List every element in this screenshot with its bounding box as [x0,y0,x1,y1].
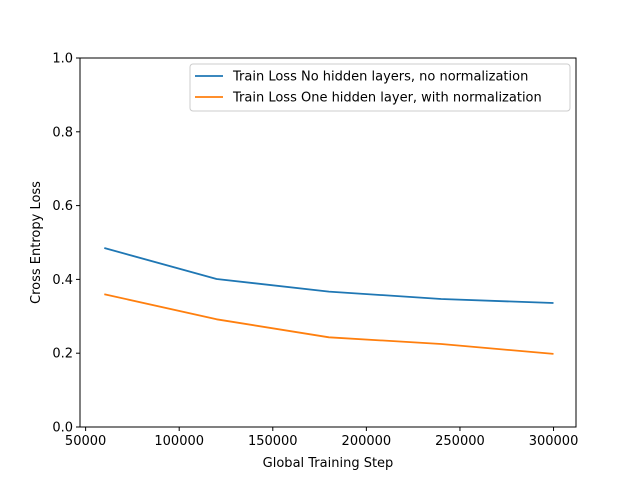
y-tick-label: 0.4 [52,273,73,288]
x-axis-label: Global Training Step [263,456,394,471]
x-axis: 50000 100000 150000 200000 250000 300000 [65,427,578,449]
y-tick-label: 0.8 [52,125,73,140]
y-tick-label: 0.6 [52,199,73,214]
series-line-2 [104,293,554,355]
legend: Train Loss No hidden layers, no normaliz… [189,63,571,112]
x-tick-label: 50000 [65,434,106,449]
y-axis-label: Cross Entropy Loss [29,181,44,304]
y-tick-label: 0.0 [52,421,73,436]
y-tick-label: 1.0 [52,52,73,67]
legend-label: Train Loss One hidden layer, with normal… [232,91,542,106]
axes-frame [79,57,577,428]
x-tick-label: 200000 [342,434,392,449]
y-tick-label: 0.2 [52,347,73,362]
plot-area [104,247,554,355]
x-tick-label: 150000 [248,434,298,449]
series-line-1 [104,247,554,304]
x-tick-label: 100000 [154,434,204,449]
legend-box [189,63,571,112]
x-tick-label: 250000 [435,434,485,449]
legend-label: Train Loss No hidden layers, no normaliz… [232,70,528,85]
y-axis: 0.0 0.2 0.4 0.6 0.8 1.0 [52,52,80,436]
x-tick-label: 300000 [529,434,579,449]
